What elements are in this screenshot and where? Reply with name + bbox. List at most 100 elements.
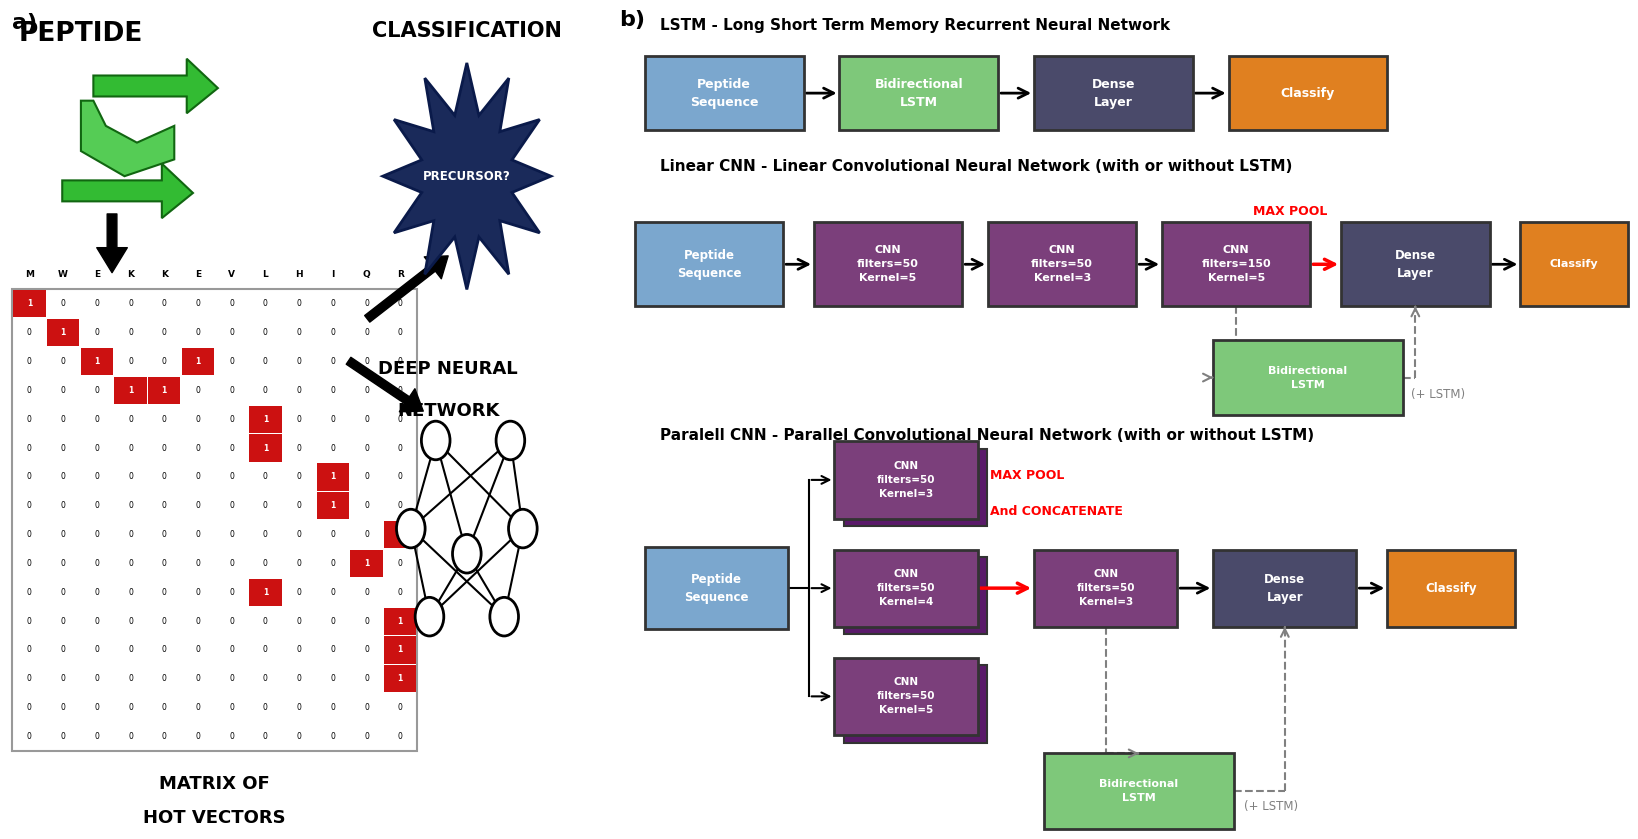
Text: 0: 0 [162,703,167,712]
FancyBboxPatch shape [13,289,418,751]
Text: 0: 0 [128,444,133,452]
Text: 0: 0 [95,703,100,712]
FancyBboxPatch shape [988,222,1137,306]
Text: DEEP NEURAL: DEEP NEURAL [378,360,518,378]
FancyBboxPatch shape [814,222,963,306]
Text: 0: 0 [364,645,369,654]
Text: 0: 0 [128,501,133,510]
Text: And CONCATENATE: And CONCATENATE [989,505,1122,519]
Text: 0: 0 [262,617,267,626]
Text: Bidirectional
LSTM: Bidirectional LSTM [1099,779,1178,803]
Text: 0: 0 [331,732,336,741]
Text: 0: 0 [26,357,31,366]
Text: W: W [57,270,67,279]
FancyBboxPatch shape [1387,550,1515,627]
Text: 0: 0 [95,414,100,424]
Text: 0: 0 [331,645,336,654]
Text: MAX POOL: MAX POOL [989,469,1065,482]
Bar [351,550,383,577]
Text: 0: 0 [331,530,336,539]
Bar [383,607,416,635]
Text: 0: 0 [398,357,403,366]
Text: 0: 0 [61,732,66,741]
FancyBboxPatch shape [1214,340,1402,415]
FancyBboxPatch shape [834,550,978,627]
Text: 0: 0 [398,328,403,337]
Text: CNN
filters=50
Kernel=5: CNN filters=50 Kernel=5 [876,677,935,716]
Bar [48,319,79,347]
Text: 0: 0 [296,530,301,539]
Text: 0: 0 [331,414,336,424]
Text: 0: 0 [331,386,336,395]
Text: CNN
filters=50
Kernel=3: CNN filters=50 Kernel=3 [1032,245,1093,284]
Text: (+ LSTM): (+ LSTM) [1243,800,1297,813]
Bar [80,348,113,375]
Text: K: K [161,270,167,279]
Text: 0: 0 [296,300,301,309]
Text: 0: 0 [262,501,267,510]
Text: 0: 0 [26,472,31,482]
Text: 0: 0 [364,472,369,482]
Text: 0: 0 [195,414,200,424]
Text: 0: 0 [364,732,369,741]
Text: MAX POOL: MAX POOL [1253,206,1327,218]
Text: R: R [396,270,403,279]
Text: 0: 0 [128,645,133,654]
Text: 0: 0 [229,472,234,482]
Text: Classify: Classify [1281,86,1335,100]
Text: 0: 0 [95,732,100,741]
Text: 0: 0 [195,444,200,452]
Text: 0: 0 [296,386,301,395]
Text: 0: 0 [296,328,301,337]
Text: 0: 0 [364,675,369,683]
Text: 0: 0 [195,501,200,510]
Text: 0: 0 [296,732,301,741]
Text: 0: 0 [296,501,301,510]
Text: 0: 0 [229,617,234,626]
Text: 0: 0 [398,559,403,568]
Text: 0: 0 [128,617,133,626]
Text: V: V [228,270,236,279]
Text: 0: 0 [296,472,301,482]
Text: H: H [295,270,303,279]
Text: 0: 0 [364,617,369,626]
FancyBboxPatch shape [645,56,804,130]
Text: Bidirectional
LSTM: Bidirectional LSTM [1268,366,1348,389]
Polygon shape [383,63,550,289]
Text: 0: 0 [195,472,200,482]
Text: Dense
Layer: Dense Layer [1396,249,1437,279]
FancyBboxPatch shape [1161,222,1310,306]
Text: 0: 0 [26,530,31,539]
Text: 0: 0 [95,645,100,654]
Text: 0: 0 [95,588,100,597]
Text: 0: 0 [195,703,200,712]
Text: 0: 0 [331,444,336,452]
Text: 0: 0 [364,328,369,337]
Text: 0: 0 [296,675,301,683]
Text: 0: 0 [195,645,200,654]
Text: 0: 0 [195,732,200,741]
Text: PEPTIDE: PEPTIDE [18,21,143,47]
Text: 0: 0 [364,501,369,510]
Text: b): b) [619,10,645,30]
Bar [13,290,46,317]
Text: 0: 0 [331,617,336,626]
Circle shape [508,509,537,548]
Text: 1: 1 [93,357,100,366]
Text: 0: 0 [364,386,369,395]
Text: 0: 0 [128,328,133,337]
Text: 0: 0 [195,617,200,626]
Text: 0: 0 [61,703,66,712]
Text: 0: 0 [95,530,100,539]
Text: 0: 0 [61,357,66,366]
Circle shape [490,597,519,636]
Text: 0: 0 [95,300,100,309]
Text: 0: 0 [331,675,336,683]
FancyBboxPatch shape [1214,550,1356,627]
Bar [249,406,282,433]
Text: 0: 0 [26,559,31,568]
Text: 0: 0 [61,386,66,395]
Text: 0: 0 [95,444,100,452]
Text: L: L [262,270,269,279]
Text: 0: 0 [95,501,100,510]
